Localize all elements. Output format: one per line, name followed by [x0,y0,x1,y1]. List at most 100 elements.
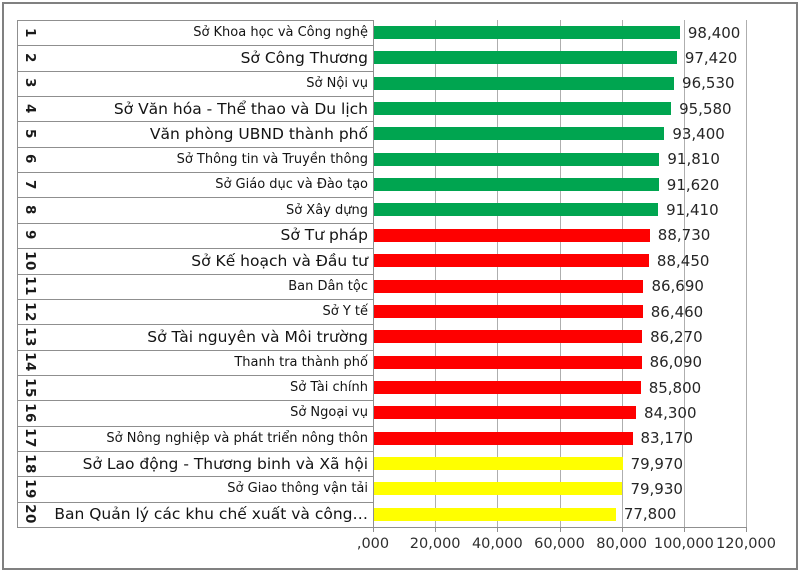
rank-label: 10 [21,250,38,271]
row-separator [17,172,373,174]
category-label: Sở Tư pháp [280,226,368,245]
axis-tick [621,527,623,532]
rank-cell: 3 [17,71,43,96]
bar-value-label: 88,450 [656,251,710,270]
rank-label: 4 [22,103,38,114]
table-row: 6 Sở Thông tin và Truyền thông 91,810 [0,147,800,172]
rank-label: 18 [21,453,38,474]
bar-value-label: 84,300 [644,403,697,422]
bar-value-label: 95,580 [679,99,732,118]
rank-cell: 11 [17,274,43,299]
bar [374,178,659,192]
category-label: Sở Nội vụ [306,75,368,91]
x-tick-label: 100,000 [653,536,714,552]
table-row: 18 Sở Lao động - Thương binh và Xã hội 79,… [0,451,800,476]
axis-tick [559,527,561,532]
bar-value-label: 91,410 [666,201,719,220]
x-tick-label: 80,000 [596,536,648,552]
bar [374,279,644,293]
bar-value-label: 97,420 [684,49,738,68]
x-axis-line [17,527,747,528]
gridline [559,20,561,527]
rank-cell: 7 [17,172,43,197]
row-separator [17,349,373,351]
row-separator [17,501,373,503]
bar [374,507,616,521]
row-separator [17,121,373,123]
category-label: Sở Lao động - Thương binh và Xã hội [82,454,368,473]
category-label: Sở Ngoại vụ [290,405,368,421]
rank-cell: 18 [17,451,43,476]
x-tick-label: 20,000 [409,536,461,552]
bar-value-label: 86,460 [650,302,704,321]
rank-label: 8 [22,205,38,216]
table-row: 13 Sở Tài nguyên và Môi trường 86,270 [0,324,800,349]
bar-value-label: 79,930 [630,479,683,498]
rank-label: 16 [21,403,38,423]
x-tick-label: ,000 [356,536,390,552]
category-label: Sở Công Thương [240,49,368,68]
bar [374,228,650,242]
bar-value-label: 91,810 [667,150,720,169]
rank-cell: 12 [17,299,43,324]
x-tick-label: 120,000 [716,536,776,552]
bar [374,304,643,318]
bar-value-label: 83,170 [640,429,694,448]
rank-label: 20 [21,504,38,525]
category-label: Sở Y tế [322,304,368,320]
bar [374,355,642,369]
gridline [497,20,499,527]
gridline [683,20,685,527]
x-tick-label: 60,000 [534,536,585,552]
row-separator [17,450,373,452]
bar [374,76,675,90]
rank-cell: 10 [17,248,43,273]
category-label: Thanh tra thành phố [234,354,368,370]
rank-cell: 13 [17,324,43,349]
rank-cell: 2 [17,45,43,70]
rank-cell: 4 [17,96,43,121]
table-row: 16 Sở Ngoại vụ 84,300 [0,400,800,425]
rank-cell: 6 [17,147,43,172]
rank-label: 17 [21,428,38,449]
table-row: 4 Sở Văn hóa - Thể thao và Du lịch 95,580 [0,96,800,121]
category-label: Ban Dân tộc [288,278,368,294]
row-separator [17,298,373,300]
rank-cell: 16 [17,400,43,425]
rank-label: 9 [22,230,38,241]
rank-label: 5 [22,129,38,140]
table-row: 7 Sở Giáo dục và Đào tạo 91,620 [0,172,800,197]
rank-cell: 17 [17,426,43,451]
rank-label: 13 [21,326,38,347]
row-separator [17,400,373,402]
rank-label: 14 [21,352,38,373]
rank-label: 1 [22,27,38,38]
rank-cell: 14 [17,350,43,375]
table-row: 2 Sở Công Thương 97,420 [0,45,800,70]
category-label: Sở Xây dựng [285,202,368,218]
bar [374,406,637,420]
table-row: 3 Sở Nội vụ 96,530 [0,71,800,96]
row-separator [17,425,373,427]
category-axis-line [373,20,374,527]
category-label: Sở Khoa học và Công nghệ [193,25,368,41]
axis-tick [373,527,374,532]
row-separator [17,476,373,478]
bar [374,203,659,217]
gridline [746,20,747,527]
x-tick-label: 40,000 [471,536,523,552]
bar-value-label: 98,400 [687,23,741,42]
row-separator [17,20,373,21]
row-separator [17,70,373,72]
rank-cell: 19 [17,476,43,501]
axis-tick [497,527,499,532]
bar [374,330,643,344]
category-label: Sở Kế hoạch và Đầu tư [191,251,368,270]
axis-tick [435,527,437,532]
rank-label: 12 [21,301,38,322]
rank-cell: 20 [17,502,43,527]
table-row: 15 Sở Tài chính 85,800 [0,375,800,400]
rank-cell: 8 [17,197,43,222]
category-label: Sở Văn hóa - Thể thao và Du lịch [113,99,368,118]
